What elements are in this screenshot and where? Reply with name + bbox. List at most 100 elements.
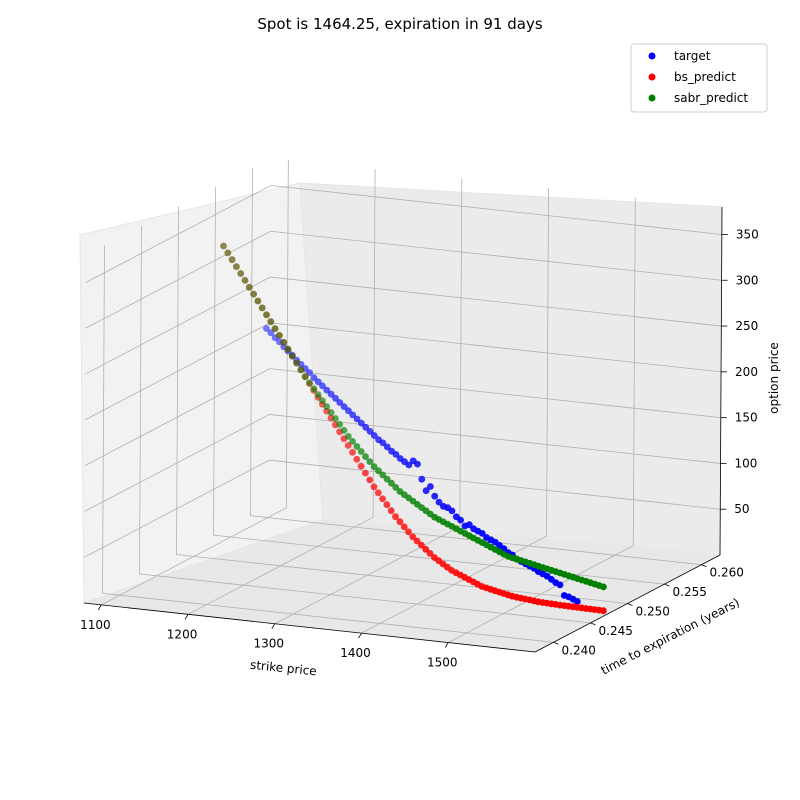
point-target bbox=[314, 378, 322, 386]
point-target bbox=[422, 487, 430, 495]
grid-lines bbox=[84, 159, 722, 643]
point-bs_predict bbox=[426, 550, 434, 557]
point-target bbox=[263, 325, 270, 332]
point-target bbox=[414, 460, 421, 468]
point-target bbox=[478, 530, 486, 537]
grid-line-z-50 bbox=[84, 459, 721, 558]
point-target bbox=[418, 475, 426, 483]
point-sabr_predict bbox=[271, 325, 279, 332]
tick-x-1300 bbox=[271, 623, 276, 629]
point-target bbox=[323, 386, 331, 394]
point-target bbox=[340, 403, 348, 410]
point-target bbox=[370, 432, 378, 439]
grid-line-x-1200 bbox=[187, 169, 376, 615]
series-sabr_predict bbox=[220, 242, 607, 591]
legend-frame bbox=[630, 43, 768, 113]
legend: target bs_predict sabr_predict bbox=[630, 43, 768, 113]
point-bs_predict bbox=[383, 501, 391, 509]
point-target bbox=[353, 415, 361, 423]
legend-label-bs-predict: bs_predict bbox=[674, 70, 736, 84]
point-bs_predict bbox=[228, 256, 236, 264]
point-bs_predict bbox=[379, 495, 386, 503]
tick-x-1400 bbox=[358, 632, 362, 639]
point-sabr_predict bbox=[323, 403, 331, 410]
point-sabr_predict bbox=[267, 318, 275, 326]
grid-line-z-150 bbox=[84, 368, 721, 466]
y-tick-label: 0.250 bbox=[636, 605, 670, 619]
point-sabr_predict bbox=[224, 249, 232, 257]
point-target bbox=[349, 411, 357, 419]
tick-marks bbox=[98, 234, 728, 648]
point-target bbox=[345, 407, 352, 415]
point-sabr_predict bbox=[241, 277, 249, 284]
point-sabr_predict bbox=[288, 352, 296, 360]
point-target bbox=[366, 428, 374, 435]
z-tick-label: 50 bbox=[734, 502, 749, 516]
grid-line-x-1100 bbox=[101, 159, 289, 606]
point-bs_predict bbox=[353, 455, 361, 463]
legend-marker-sabr-predict bbox=[648, 94, 656, 102]
z-tick-label: 200 bbox=[735, 365, 758, 379]
legend-marker-target bbox=[648, 52, 656, 60]
tick-y-0.250 bbox=[627, 603, 633, 606]
point-bs_predict bbox=[392, 513, 399, 521]
point-sabr_predict bbox=[310, 385, 318, 393]
x-axis-line bbox=[83, 602, 536, 653]
point-target bbox=[457, 516, 464, 524]
point-sabr_predict bbox=[228, 256, 236, 264]
point-bs_predict bbox=[362, 469, 369, 477]
data-points bbox=[220, 242, 607, 615]
legend-marker-bs-predict bbox=[648, 73, 656, 81]
point-sabr_predict bbox=[379, 471, 387, 479]
point-sabr_predict bbox=[392, 484, 400, 491]
point-sabr_predict bbox=[336, 421, 344, 428]
point-bs_predict bbox=[250, 290, 257, 298]
tick-y-0.240 bbox=[553, 641, 559, 645]
point-bs_predict bbox=[220, 242, 227, 250]
point-bs_predict bbox=[366, 476, 374, 484]
point-target bbox=[573, 598, 581, 605]
point-sabr_predict bbox=[319, 397, 326, 404]
point-bs_predict bbox=[405, 528, 412, 536]
tick-labels: 1100 1200 1300 1400 1500 0.2400.2450.2500.255… bbox=[80, 227, 759, 669]
point-bs_predict bbox=[387, 507, 395, 515]
x-tick-label: 1200 bbox=[167, 627, 198, 641]
point-target bbox=[332, 394, 339, 402]
point-sabr_predict bbox=[353, 443, 361, 450]
point-target bbox=[267, 329, 275, 337]
point-sabr_predict bbox=[297, 366, 305, 374]
point-sabr_predict bbox=[388, 479, 395, 487]
x-tick-label: 1500 bbox=[427, 656, 458, 670]
point-sabr_predict bbox=[344, 433, 352, 440]
grid-line-z-350 bbox=[85, 185, 722, 283]
point-sabr_predict bbox=[254, 297, 262, 305]
x-tick-label: 1400 bbox=[340, 646, 371, 660]
point-bs_predict bbox=[241, 277, 249, 284]
z-tick-label: 250 bbox=[735, 319, 758, 333]
tick-x-1500 bbox=[444, 642, 449, 648]
point-target bbox=[556, 581, 564, 589]
z-axis-label: option price bbox=[767, 342, 781, 414]
x-tick-label: 1300 bbox=[254, 637, 285, 651]
point-sabr_predict bbox=[280, 338, 288, 346]
y-tick-label: 0.260 bbox=[710, 566, 744, 580]
z-tick-label: 300 bbox=[736, 273, 759, 287]
point-bs_predict bbox=[422, 545, 430, 553]
point-target bbox=[319, 382, 326, 390]
tick-x-1200 bbox=[184, 614, 189, 620]
grid-line-z-100 bbox=[84, 414, 721, 512]
point-sabr_predict bbox=[237, 270, 245, 277]
point-sabr_predict bbox=[357, 448, 365, 455]
legend-label-sabr-predict: sabr_predict bbox=[674, 91, 748, 105]
point-sabr_predict bbox=[276, 332, 283, 339]
point-bs_predict bbox=[233, 263, 240, 270]
point-target bbox=[392, 451, 400, 458]
point-sabr_predict bbox=[220, 242, 227, 250]
point-target bbox=[310, 374, 318, 382]
point-sabr_predict bbox=[293, 359, 300, 367]
point-sabr_predict bbox=[245, 283, 253, 291]
point-sabr_predict bbox=[327, 409, 335, 416]
z-tick-label: 150 bbox=[735, 411, 758, 425]
point-bs_predict bbox=[237, 270, 245, 277]
